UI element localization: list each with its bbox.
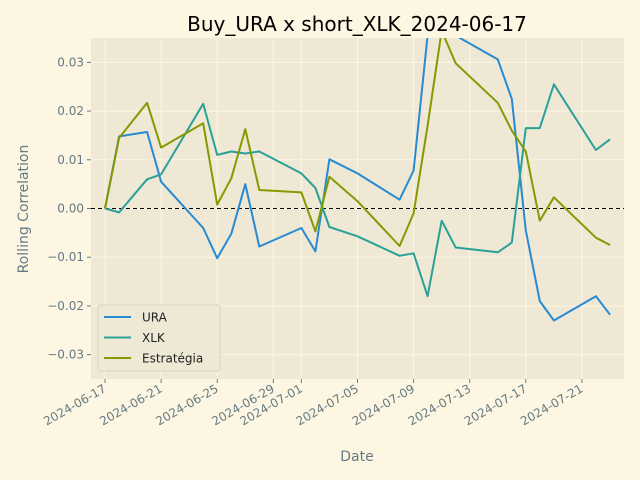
y-tick-label: −0.01 (47, 250, 84, 264)
legend-label: XLK (142, 331, 166, 345)
y-axis-label: Rolling Correlation (16, 145, 32, 274)
x-axis-label: Date (340, 449, 373, 465)
series-lines (104, 38, 611, 322)
y-tick-label: 0.00 (57, 202, 84, 216)
legend: URA XLK Estratégia (97, 304, 221, 372)
chart-title: Buy_URA x short_XLK_2024-06-17 (187, 12, 527, 36)
legend-box (97, 304, 221, 372)
legend-label: Estratégia (142, 352, 203, 366)
y-axis-ticks: −0.03 −0.02 −0.01 0.00 0.01 0.02 0.03 (47, 55, 91, 362)
series-line-ura (104, 38, 611, 322)
y-tick-label: 0.02 (57, 104, 84, 118)
series-line-estrat-gia (104, 38, 611, 247)
y-tick-label: 0.01 (57, 153, 84, 167)
legend-label: URA (142, 311, 168, 325)
y-tick-label: −0.03 (47, 348, 84, 362)
y-tick-label: 0.03 (57, 55, 84, 69)
y-tick-label: −0.02 (47, 299, 84, 313)
series-line-xlk (104, 83, 611, 298)
